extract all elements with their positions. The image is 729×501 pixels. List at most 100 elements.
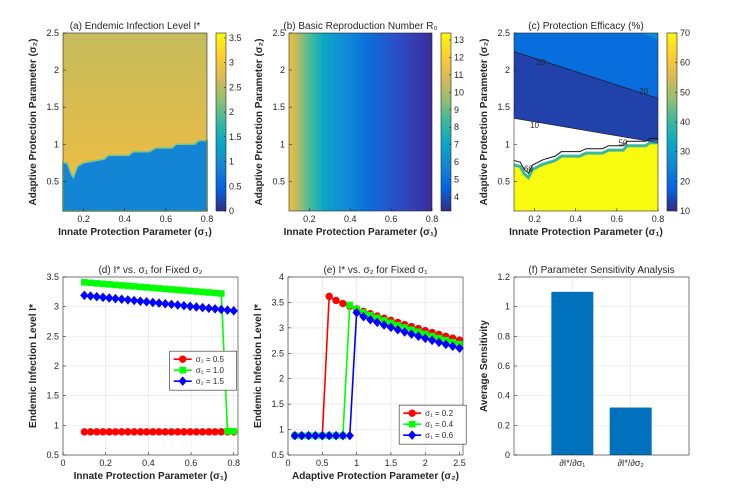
data-point xyxy=(137,283,144,291)
chart-title: (c) Protection Efficacy (%) xyxy=(528,21,643,32)
y-tick-label: 1 xyxy=(54,420,59,430)
contour-band-25 xyxy=(641,33,658,39)
data-point xyxy=(117,294,126,305)
y-tick-label: 2 xyxy=(54,65,59,75)
data-point xyxy=(149,428,157,436)
data-point xyxy=(204,303,213,314)
data-point xyxy=(168,286,175,293)
data-point xyxy=(117,428,126,436)
data-point xyxy=(407,329,416,339)
data-point xyxy=(338,430,348,441)
data-point xyxy=(149,284,157,292)
data-point xyxy=(155,285,163,292)
data-point xyxy=(205,289,213,296)
data-point xyxy=(211,428,219,436)
colorbar xyxy=(215,32,227,212)
x-tick-label: ∂I*/∂σ₁ xyxy=(559,458,585,468)
chart-title: (a) Endemic Infection Level I* xyxy=(70,21,201,32)
data-point xyxy=(92,291,101,302)
y-tick-label: 0.4 xyxy=(497,391,510,401)
data-point xyxy=(180,287,188,294)
x-tick-label: 0.2 xyxy=(303,214,316,224)
colorbar-tick-label: 20 xyxy=(680,176,690,186)
colorbar xyxy=(440,32,452,212)
x-tick-label: ∂I*/∂σ₂ xyxy=(617,458,644,468)
data-point xyxy=(198,428,207,436)
data-point xyxy=(123,295,133,305)
y-tick-label: 3 xyxy=(54,302,59,312)
series-red xyxy=(80,428,238,436)
legend-label: σ₂ = 0.5 xyxy=(196,355,225,364)
x-axis-label: Innate Protection Parameter (σ₁) xyxy=(74,471,228,482)
colorbar-tick-label: 40 xyxy=(680,117,690,127)
y-axis-label: Adaptive Protection Parameter (σ₂) xyxy=(254,39,265,206)
bar xyxy=(609,407,652,455)
data-point xyxy=(87,279,94,287)
x-tick-label: 0.8 xyxy=(227,458,240,468)
data-point xyxy=(80,428,89,436)
data-point xyxy=(154,298,164,308)
contour-label: 20 xyxy=(639,87,648,96)
data-point xyxy=(111,428,120,436)
colorbar-tick-label: 0 xyxy=(229,206,234,216)
data-point xyxy=(366,314,375,325)
legend-label: σ₂ = 1.5 xyxy=(196,377,225,386)
data-point xyxy=(86,428,95,436)
y-axis-label: Adaptive Protection Parameter (σ₂) xyxy=(479,39,490,206)
data-point xyxy=(80,290,89,301)
data-point xyxy=(217,304,226,315)
data-point xyxy=(93,280,101,287)
data-point xyxy=(414,331,423,342)
data-point xyxy=(441,339,451,350)
data-point xyxy=(180,428,188,436)
axes-box xyxy=(62,276,239,456)
data-point xyxy=(129,295,139,306)
data-point xyxy=(386,322,396,333)
chart-title: (d) I* vs. σ₁ for Fixed σ₂ xyxy=(98,265,202,276)
data-point xyxy=(455,343,464,353)
legend-label: σ₁ = 0.6 xyxy=(425,431,453,440)
data-point xyxy=(331,430,341,441)
colorbar-tick-label: 8 xyxy=(454,122,459,132)
data-point xyxy=(346,301,354,309)
y-tick-label: 0.2 xyxy=(497,420,510,430)
data-point xyxy=(167,299,176,310)
data-point xyxy=(98,292,108,303)
data-point xyxy=(99,280,107,288)
x-tick-label: 0.8 xyxy=(201,214,214,224)
contour-band-10 xyxy=(514,51,658,143)
data-point xyxy=(224,427,231,435)
data-point xyxy=(311,430,320,441)
panel-a: 0.2 0.4 0.6 0.8 0.5 1 1.5 2 2.5 (a) Endemic Infec… xyxy=(28,21,242,238)
y-tick-label: 2 xyxy=(54,361,59,371)
data-point xyxy=(198,302,207,313)
x-tick-label: 0.6 xyxy=(160,214,173,224)
panel-c: 20 20 10 50 60 0.2 0.4 0.6 0.8 0.5 1 1.5 2 2.5 (c) Pro… xyxy=(479,21,690,238)
data-point xyxy=(408,409,416,417)
x-tick-label: 0.2 xyxy=(528,214,541,224)
data-point xyxy=(124,428,132,436)
data-point xyxy=(130,283,138,290)
panel-e: 0 0.5 1 1.5 2 2.50.511.522.533.54(e) I* vs. σ… xyxy=(253,265,467,482)
data-point xyxy=(179,300,189,311)
y-tick-label: 1.5 xyxy=(46,102,59,112)
data-point xyxy=(148,297,157,308)
y-tick-label: 2.5 xyxy=(497,28,510,38)
chart-title: (b) Basic Reproduction Number R₀ xyxy=(283,21,437,32)
data-point xyxy=(105,293,114,303)
data-point xyxy=(210,304,220,314)
colorbar-tick-label: 12 xyxy=(454,52,464,62)
colorbar-tick-label: 1.5 xyxy=(229,132,242,142)
x-tick-label: 0.4 xyxy=(142,458,155,468)
y-tick-label: 2 xyxy=(279,374,284,384)
axes-box xyxy=(287,276,464,456)
data-point xyxy=(179,355,187,363)
data-point xyxy=(193,288,200,295)
chart-title: (e) I* vs. σ₂ for Fixed σ₁ xyxy=(323,265,428,276)
y-tick-label: 1.5 xyxy=(271,399,284,409)
y-tick-label: 3.5 xyxy=(46,272,59,282)
x-tick-label: 2 xyxy=(423,458,428,468)
bar xyxy=(551,291,594,455)
data-point xyxy=(229,306,238,316)
series-green xyxy=(81,279,238,435)
